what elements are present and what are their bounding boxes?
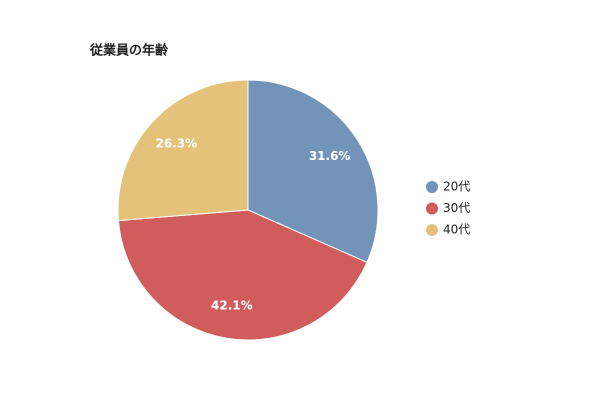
legend-label: 30代 (443, 201, 470, 215)
value-label: 26.3% (155, 136, 197, 150)
chart-title: 従業員の年齢 (89, 43, 169, 59)
pie-slice (247, 79, 379, 264)
pie-slice (117, 209, 368, 341)
pie-slice (117, 79, 249, 222)
legend-label: 40代 (443, 223, 470, 237)
value-label: 42.1% (211, 299, 253, 313)
legend-marker (426, 224, 438, 236)
legend-marker (426, 202, 438, 215)
value-label: 31.6% (309, 149, 351, 163)
legend-label: 20代 (443, 180, 470, 194)
legend-marker (426, 181, 438, 193)
